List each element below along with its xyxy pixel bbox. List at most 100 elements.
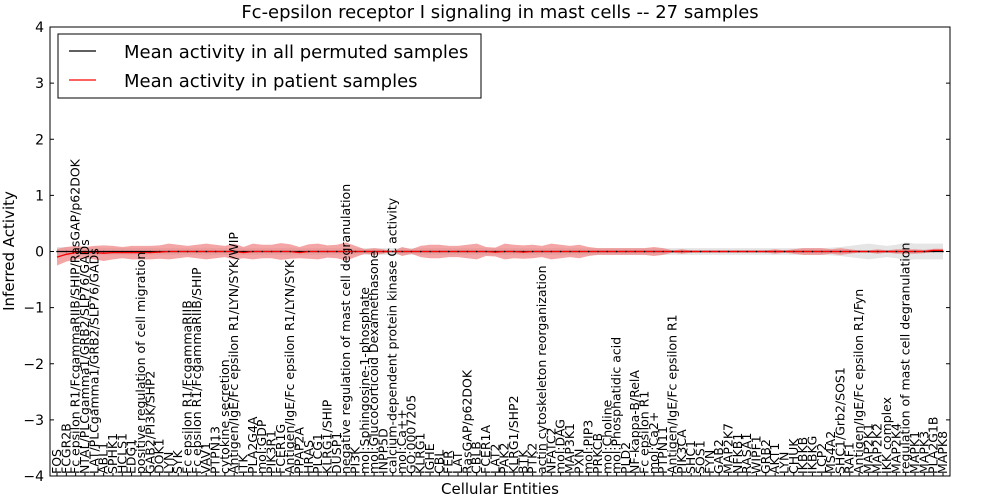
x-tick-label: mol:Ca++ [394, 409, 409, 474]
permuted-point [289, 250, 291, 253]
permuted-point [308, 250, 310, 253]
permuted-point [559, 250, 562, 253]
permuted-point [942, 250, 944, 253]
permuted-point [597, 250, 599, 253]
permuted-point [634, 250, 637, 253]
x-tick-label: GO:0007205 [403, 395, 418, 474]
permuted-point [130, 250, 133, 253]
x-tick-label: HCLS1 [114, 433, 129, 474]
permuted-point [727, 250, 730, 253]
permuted-point [914, 250, 916, 253]
x-tick-label: SHC1/Grb2/SOS1 [832, 367, 847, 474]
x-tick-label: PRKCB [590, 433, 605, 474]
permuted-point [140, 250, 142, 253]
x-tick-label: LCP2 [814, 443, 829, 474]
x-tick-label: MAP3K1 [562, 423, 577, 474]
x-tick-label: Antigen/IgE/Fc epsilon R1/Fyn [851, 289, 866, 474]
x-tick-label: ITK [236, 454, 251, 474]
y-tick-label: 2 [35, 132, 44, 148]
x-tick-label: VAV1 [198, 442, 213, 474]
x-tick-label: LYN [161, 452, 176, 474]
x-tick-label: GAB2/PI3K/SHP2 [142, 371, 157, 474]
x-tick-label: mol:Glucocorticoid Dexamethasone [366, 250, 381, 474]
x-tick-label: mol:GDP [254, 419, 269, 474]
permuted-point [513, 250, 515, 253]
y-axis-label: Inferred Activity [0, 191, 18, 311]
permuted-point [177, 250, 180, 253]
x-tick-label: FCER1G [273, 424, 288, 474]
x-tick-label: FOS [49, 449, 64, 474]
permuted-point [345, 250, 347, 253]
x-tick-label: Fc epsilon R1/FcgammaRIIB/SHIP/RasGAP/p6… [68, 158, 83, 474]
permuted-point [391, 250, 394, 253]
plot-frame [49, 26, 951, 477]
x-tick-label: Fc epsilon R1/FcgammaRIIB/SHIP [189, 267, 204, 474]
permuted-point [932, 250, 935, 253]
x-tick-label: regulation of mast cell degranulation [898, 243, 913, 474]
x-tick-label: RasGAP/p62DOK [459, 369, 474, 474]
permuted-point [56, 250, 58, 253]
permuted-point [270, 250, 273, 253]
x-tick-label: mol:DAG [553, 419, 568, 474]
x-tick-label: GAB2 [711, 439, 726, 474]
x-tick-label: PTPN11 [655, 426, 670, 474]
permuted-point [102, 250, 105, 253]
permuted-point [904, 250, 907, 253]
permuted-point [261, 250, 263, 253]
x-tick-label: mol:Ca2+ [646, 412, 661, 474]
x-tick-label: PIK3R1 [264, 430, 279, 474]
permuted-point [690, 250, 692, 253]
x-tick-label: MAP2K4 [888, 423, 903, 474]
legend-label-patient: Mean activity in patient samples [124, 71, 418, 92]
permuted-point [317, 250, 319, 253]
permuted-point [671, 250, 674, 253]
y-tick-label: 4 [35, 20, 44, 36]
x-tick-label: LAT2 [487, 444, 502, 474]
permuted-point [224, 250, 226, 253]
permuted-point [839, 250, 842, 253]
x-tick-label: FER [441, 450, 456, 474]
permuted-point [755, 250, 758, 253]
x-tick-label: cytokine secretion [217, 359, 232, 474]
x-tick-label: KLRG1/SHIP [319, 399, 334, 474]
permuted-point [466, 250, 469, 253]
x-tick-label: FCER1A [478, 425, 493, 474]
permuted-point [746, 250, 748, 253]
x-tick-label: Fc epsilon R1/FcgammaRIIB [180, 300, 195, 474]
y-axis: −4 −3 −2 −1 0 1 2 3 4 [23, 20, 950, 485]
x-tick-label: PIK3CA [674, 429, 689, 474]
x-tick-label: NTAL/PLCgamma1/GRB2/SLP76/GADs [77, 239, 92, 474]
x-tick-label: PLCG1 [310, 433, 325, 474]
permuted-point [121, 250, 124, 253]
x-tick-label: RASA1 [739, 433, 754, 474]
x-tick-label: PTPN13 [208, 426, 223, 474]
x-tick-label: LAT [450, 451, 465, 474]
x-tick-label: CHUK [786, 438, 801, 474]
y-tick-label: −2 [23, 357, 44, 373]
x-tick-label: SYK [170, 449, 185, 474]
x-tick-label: negative regulation of mast cell degranu… [338, 184, 353, 474]
x-tick-label: MAPK8 [935, 431, 950, 474]
permuted-point [335, 250, 338, 253]
x-tick-label: PTK2 [525, 443, 540, 474]
x-tick-label: PLA2G4A [245, 416, 260, 474]
permuted-point [643, 250, 646, 253]
x-tick-label: NFATC2 [543, 427, 558, 474]
permuted-point [158, 250, 161, 253]
y-tick-label: 3 [35, 76, 44, 92]
permuted-point [373, 250, 375, 253]
permuted-point [438, 250, 441, 253]
permuted-point [653, 250, 655, 253]
x-tick-label: DOK1 [152, 438, 167, 474]
x-tick-label: Antigen/IgE/Fc epsilon R1/LYN/SYK [282, 259, 297, 474]
permuted-point [587, 250, 590, 253]
permuted-point [242, 250, 245, 253]
x-tick-label: PAK2 [497, 443, 512, 474]
permuted-point [363, 250, 366, 253]
permuted-point [84, 250, 86, 253]
permuted-point [737, 250, 739, 253]
x-tick-label: EDG1 [124, 439, 139, 474]
chart-title: Fc-epsilon receptor I signaling in mast … [241, 2, 758, 23]
x-tick-label: IKBKB [795, 437, 810, 474]
